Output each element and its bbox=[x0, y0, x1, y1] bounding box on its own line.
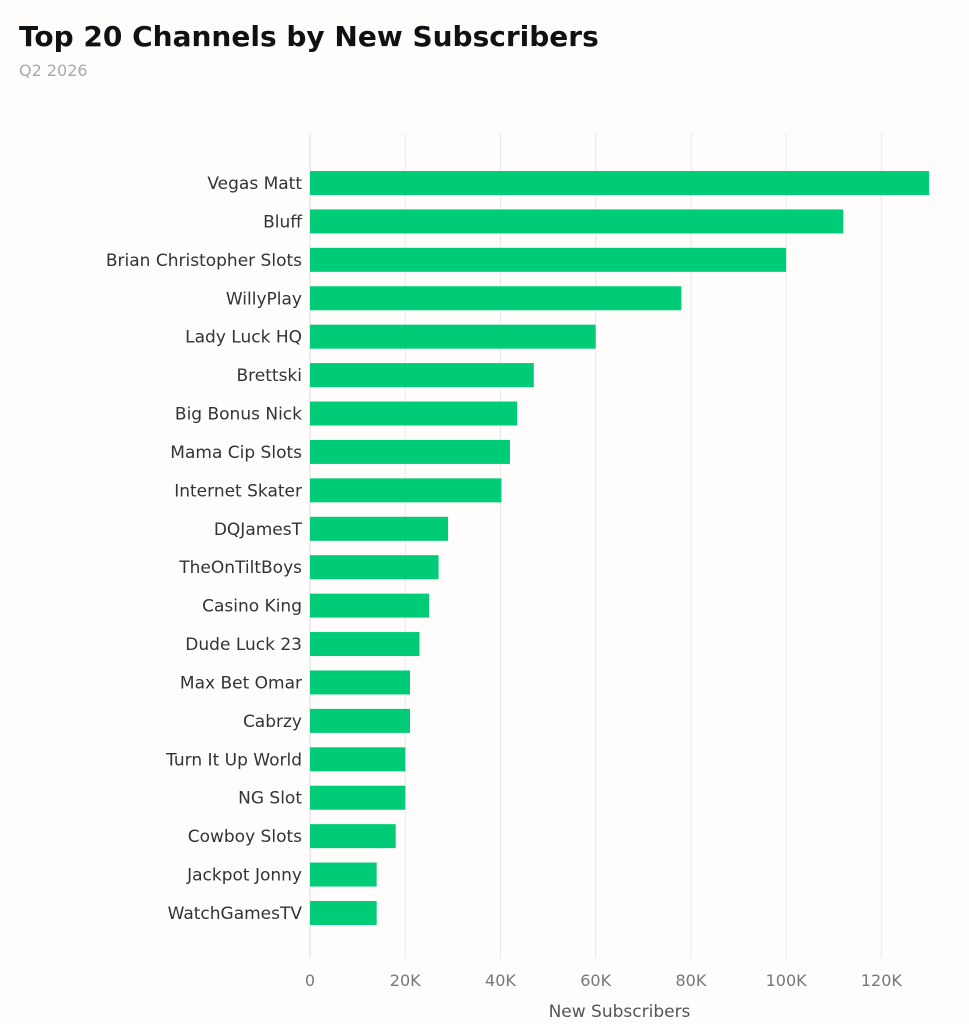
bar bbox=[310, 785, 406, 810]
bar bbox=[310, 171, 929, 195]
category-label: WillyPlay bbox=[226, 289, 302, 309]
bar bbox=[310, 209, 844, 234]
x-tick-label: 0 bbox=[305, 971, 315, 990]
chart-subtitle: Q2 2026 bbox=[19, 61, 88, 80]
category-label: Brian Christopher Slots bbox=[106, 251, 302, 271]
x-tick-label: 80K bbox=[675, 971, 706, 990]
bar bbox=[310, 401, 518, 426]
category-label: Dude Luck 23 bbox=[185, 635, 302, 655]
category-label: Cowboy Slots bbox=[188, 827, 302, 847]
category-label: Cabrzy bbox=[243, 712, 302, 732]
category-label: TheOnTiltBoys bbox=[178, 558, 302, 578]
x-axis-title: New Subscribers bbox=[549, 1002, 691, 1022]
bar bbox=[310, 439, 510, 464]
x-tick-label: 100K bbox=[766, 971, 808, 990]
bar bbox=[310, 632, 420, 657]
bar bbox=[310, 708, 410, 733]
category-label: Brettski bbox=[237, 366, 303, 386]
bar bbox=[310, 516, 449, 541]
bar bbox=[310, 824, 396, 849]
bar bbox=[310, 593, 430, 618]
bars bbox=[310, 171, 929, 925]
category-label: Turn It Up World bbox=[165, 750, 302, 770]
bar bbox=[310, 324, 596, 349]
bar bbox=[310, 478, 502, 503]
category-label: WatchGamesTV bbox=[168, 904, 303, 924]
bar bbox=[310, 670, 410, 695]
bar bbox=[310, 247, 787, 272]
bar bbox=[310, 862, 377, 887]
x-tick-labels: 0 20K 40K 60K 80K 100K 120K bbox=[305, 971, 903, 990]
category-label: Vegas Matt bbox=[207, 174, 302, 194]
bar bbox=[310, 747, 406, 772]
category-label: Internet Skater bbox=[174, 481, 302, 501]
x-tick-label: 20K bbox=[390, 971, 421, 990]
category-labels: Vegas Matt Bluff Brian Christopher Slots Wi… bbox=[106, 174, 303, 924]
x-tick-label: 60K bbox=[580, 971, 611, 990]
bar bbox=[310, 900, 377, 925]
bar bbox=[310, 555, 439, 580]
category-label: Mama Cip Slots bbox=[170, 443, 302, 463]
category-label: Lady Luck HQ bbox=[185, 328, 302, 348]
bar bbox=[310, 363, 534, 388]
x-tick-label: 120K bbox=[861, 971, 903, 990]
category-label: Bluff bbox=[263, 212, 303, 232]
category-label: Max Bet Omar bbox=[180, 673, 302, 693]
bar bbox=[310, 286, 682, 311]
category-label: Casino King bbox=[202, 597, 302, 617]
category-label: NG Slot bbox=[238, 789, 302, 809]
x-tick-label: 40K bbox=[485, 971, 516, 990]
category-label: Jackpot Jonny bbox=[186, 866, 302, 886]
chart-title: Top 20 Channels by New Subscribers bbox=[19, 20, 599, 53]
category-label: Big Bonus Nick bbox=[175, 405, 302, 425]
category-label: DQJamesT bbox=[214, 520, 303, 540]
